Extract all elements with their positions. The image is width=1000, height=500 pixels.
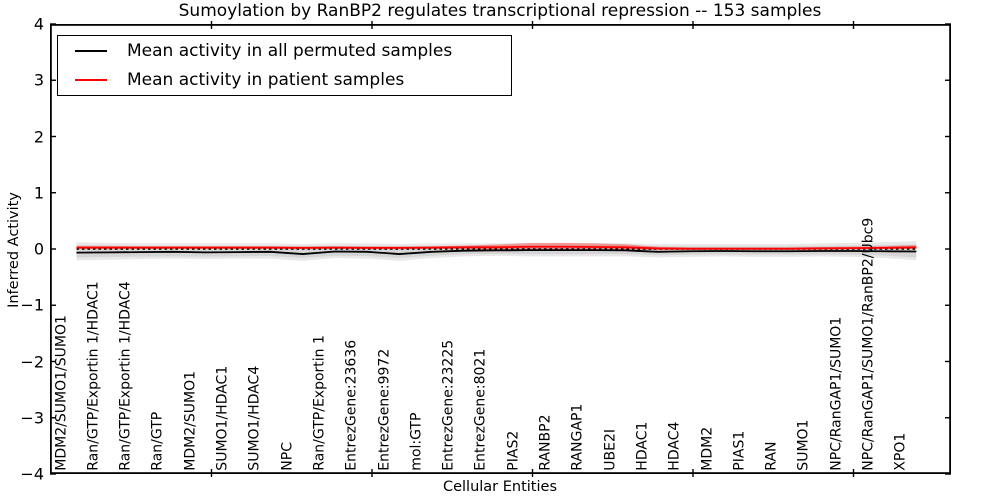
legend: Mean activity in all permuted samples Me… (57, 35, 512, 96)
y-tick-label: 2 (33, 127, 44, 146)
x-tick-label: Ran/GTP/Exportin 1 (311, 335, 328, 471)
x-tick-label: HDAC1 (634, 421, 651, 471)
x-tick-label: RANGAP1 (569, 404, 586, 471)
legend-entry-patient: Mean activity in patient samples (58, 68, 511, 92)
x-tick-label: XPO1 (892, 433, 909, 471)
x-tick-label: EntrezGene:23636 (343, 340, 360, 471)
legend-entry-permuted: Mean activity in all permuted samples (58, 39, 511, 63)
y-tick-label: 3 (33, 70, 44, 90)
x-tick-label: NPC/RanGAP1/SUMO1/RanBP2/Ubc9 (860, 218, 877, 471)
legend-label-permuted: Mean activity in all permuted samples (127, 40, 453, 61)
x-tick-label: MDM2 (698, 427, 715, 471)
plot-canvas (49, 21, 952, 477)
y-tick-label: −1 (20, 295, 44, 315)
x-tick-label: RANBP2 (537, 414, 554, 471)
x-tick-label: SUMO1/HDAC1 (214, 366, 231, 471)
x-axis-label: Cellular Entities (442, 479, 558, 495)
x-tick-label: EntrezGene:8021 (472, 349, 489, 471)
x-tick-label: SUMO1/HDAC4 (246, 366, 263, 471)
x-tick-label: NPC/RanGAP1/SUMO1 (828, 317, 844, 471)
y-tick-label: 1 (33, 183, 44, 203)
x-tick-label: SUMO1 (795, 419, 812, 471)
x-tick-label: MDM2/SUMO1/SUMO1 (52, 315, 69, 471)
permuted-mean-line (76, 249, 917, 255)
x-tick-label: Ran/GTP (149, 412, 166, 471)
x-tick-label: MDM2/SUMO1 (182, 371, 198, 471)
x-tick-label: PIAS2 (505, 431, 521, 471)
x-tick-label: EntrezGene:9972 (375, 349, 392, 471)
x-tick-label: RAN (763, 441, 780, 471)
y-tick-label: −4 (20, 464, 44, 484)
x-tick-label: EntrezGene:23225 (440, 340, 457, 471)
y-tick-label: −3 (20, 408, 44, 428)
legend-line-sample-permuted (75, 49, 107, 52)
x-tick-label: Ran/GTP/Exportin 1/HDAC1 (85, 281, 102, 471)
x-tick-label: UBE2I (601, 429, 618, 471)
x-tick-label: HDAC4 (666, 421, 683, 471)
plot-area: MDM2/SUMO1/SUMO1 Ran/GTP/Exportin 1/HDAC1… (49, 21, 952, 477)
x-tick-label: mol:GTP (408, 412, 425, 471)
y-tick-label: 4 (33, 14, 44, 34)
legend-label-patient: Mean activity in patient samples (127, 70, 405, 91)
chart-title: Sumoylation by RanBP2 regulates transcri… (178, 1, 822, 21)
x-tick-label: Ran/GTP/Exportin 1/HDAC4 (117, 281, 134, 471)
patient-mean-line (76, 245, 917, 250)
x-tick-label: PIAS1 (731, 431, 748, 471)
legend-line-sample-patient (75, 79, 107, 82)
y-tick-label: 0 (33, 239, 44, 259)
y-tick-label: −2 (20, 352, 44, 371)
x-tick-label: NPC (278, 442, 295, 471)
